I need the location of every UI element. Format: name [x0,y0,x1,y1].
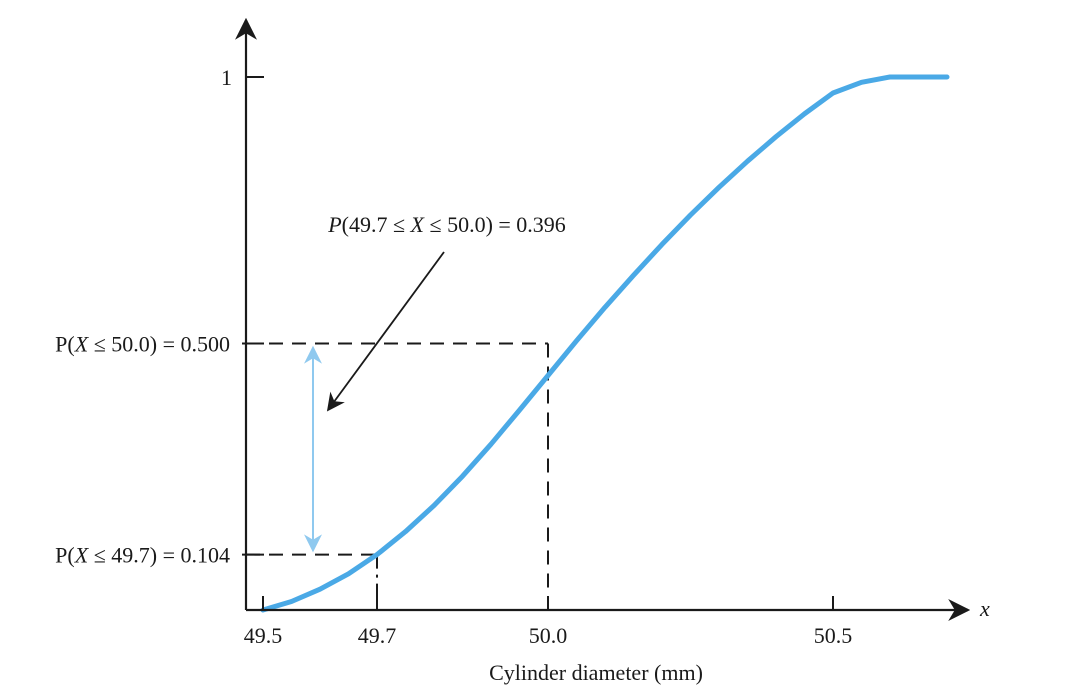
x-tick-label-1: 49.7 [358,623,397,648]
x-axis-title: Cylinder diameter (mm) [489,660,703,685]
y-tick-label-0: 1 [221,65,232,90]
x-tick-label-2: 50.0 [529,623,568,648]
ref-label-0: P(X ≤ 49.7) = 0.104 [55,543,230,568]
interval-pointer-arrow [326,251,445,412]
x-tick-label-3: 50.5 [814,623,853,648]
ref-label-1: P(X ≤ 50.0) = 0.500 [55,332,230,357]
x-tick-label-0: 49.5 [244,623,283,648]
x-axis-variable-label: x [979,596,990,621]
interval-probability-label: P(49.7 ≤ X ≤ 50.0) = 0.396 [327,212,566,237]
cdf-curve [260,74,950,613]
